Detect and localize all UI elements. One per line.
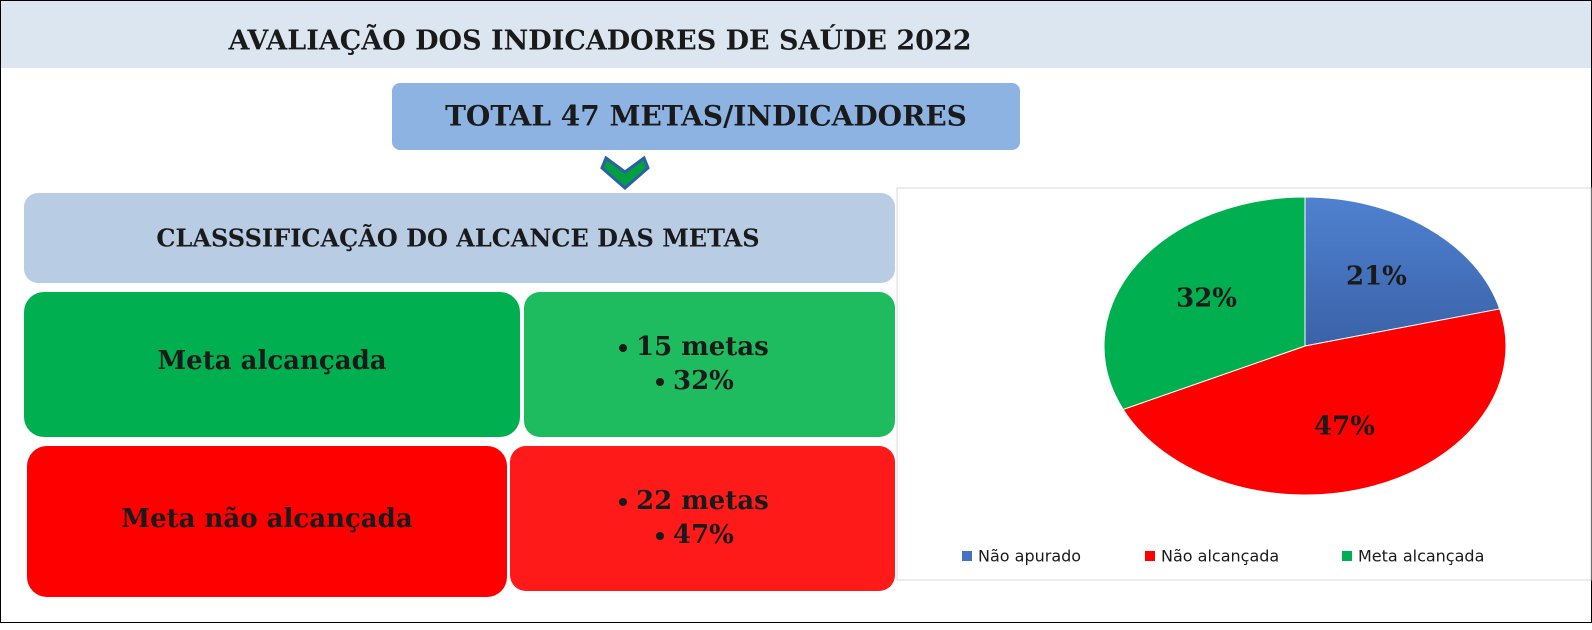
bullet	[619, 344, 627, 352]
row-item: 22 metas	[636, 486, 769, 516]
row-item: 47%	[673, 520, 734, 550]
row-item: 32%	[673, 366, 734, 396]
row-items-box	[524, 292, 895, 437]
data-label: 21%	[1346, 262, 1407, 292]
row-label: Meta alcançada	[157, 346, 386, 376]
bullet	[656, 532, 664, 540]
page-title: AVALIAÇÃO DOS INDICADORES DE SAÚDE 2022	[227, 23, 971, 57]
pie-slice	[1122, 308, 1507, 496]
legend-label: Não alcançada	[1161, 547, 1279, 566]
legend-swatch	[1145, 551, 1155, 561]
bullet	[656, 378, 664, 386]
pie-chart: 21% 47% 32% Não apurado Não alcançada Meta al…	[962, 196, 1507, 566]
chevron	[600, 155, 650, 190]
row-item: 15 metas	[636, 332, 769, 362]
classification-text: CLASSSIFICAÇÃO DO ALCANCE DAS METAS	[156, 224, 759, 253]
pie-slice	[1103, 196, 1306, 411]
row-label: Meta não alcançada	[121, 504, 413, 534]
row-label-box	[24, 292, 520, 437]
bullet	[619, 498, 627, 506]
total-box	[392, 83, 1020, 150]
data-label: 47%	[1314, 411, 1375, 441]
row-items-box	[510, 446, 895, 591]
legend-label: Meta alcançada	[1358, 547, 1484, 566]
legend-swatch	[1342, 551, 1352, 561]
legend-label: Não apurado	[978, 547, 1081, 566]
row-label-box	[27, 446, 507, 597]
total-text: TOTAL 47 METAS/INDICADORES	[445, 100, 967, 133]
data-label: 32%	[1176, 284, 1237, 314]
classification-box	[24, 193, 895, 283]
header-band	[1, 1, 1591, 68]
legend-swatch	[962, 551, 972, 561]
pie-slice	[1304, 196, 1501, 347]
